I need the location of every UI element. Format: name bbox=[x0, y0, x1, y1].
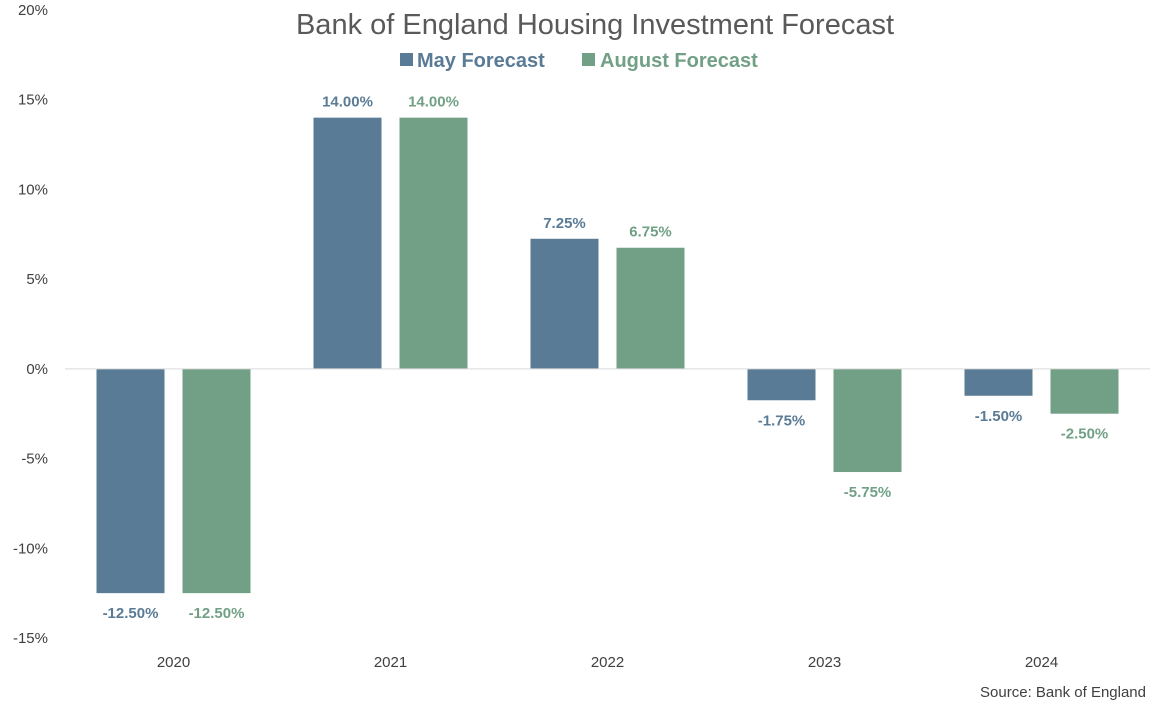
y-tick-label: -5% bbox=[21, 451, 48, 468]
data-label: 14.00% bbox=[408, 94, 459, 111]
data-label: -1.75% bbox=[758, 412, 806, 429]
x-tick-label: 2024 bbox=[1025, 654, 1058, 671]
x-tick-label: 2020 bbox=[157, 654, 190, 671]
y-tick-label: 10% bbox=[18, 181, 48, 198]
x-tick-label: 2023 bbox=[808, 654, 841, 671]
x-axis: 2020 2021 2022 2023 2024 bbox=[157, 654, 1058, 671]
legend-swatch bbox=[400, 53, 413, 66]
source-note: Source: Bank of England bbox=[980, 684, 1146, 701]
data-label: -12.50% bbox=[103, 605, 159, 622]
y-axis: -15% -10% -5% 0% 5% 10% 15% 20% bbox=[13, 2, 48, 647]
x-tick-label: 2022 bbox=[591, 654, 624, 671]
data-label: -5.75% bbox=[844, 484, 892, 501]
bar bbox=[833, 368, 902, 473]
bar bbox=[1050, 368, 1119, 414]
y-tick-label: 0% bbox=[26, 361, 48, 378]
legend-label: August Forecast bbox=[600, 50, 758, 72]
legend: May Forecast August Forecast bbox=[400, 50, 758, 72]
bar bbox=[96, 368, 165, 594]
y-tick-label: -15% bbox=[13, 630, 48, 647]
bar bbox=[182, 368, 251, 594]
y-tick-label: 15% bbox=[18, 92, 48, 109]
data-label: 14.00% bbox=[322, 94, 373, 111]
bar bbox=[964, 368, 1033, 396]
bars bbox=[96, 117, 1119, 594]
data-label: -12.50% bbox=[189, 605, 245, 622]
data-label: -2.50% bbox=[1061, 426, 1109, 443]
x-tick-label: 2021 bbox=[374, 654, 407, 671]
chart-title: Bank of England Housing Investment Forec… bbox=[296, 9, 894, 41]
bar bbox=[616, 247, 685, 369]
bar bbox=[747, 368, 816, 401]
y-tick-label: 5% bbox=[26, 271, 48, 288]
data-label: -1.50% bbox=[975, 408, 1023, 425]
bar bbox=[530, 238, 599, 369]
data-label: 7.25% bbox=[543, 215, 586, 232]
y-tick-label: 20% bbox=[18, 2, 48, 19]
y-tick-label: -10% bbox=[13, 540, 48, 557]
bar bbox=[399, 117, 468, 369]
legend-label: May Forecast bbox=[417, 50, 545, 72]
data-labels: -12.50% -12.50% 14.00% 14.00% 7.25% 6.75% -1.7… bbox=[103, 94, 1109, 622]
bar bbox=[313, 117, 382, 369]
legend-swatch bbox=[582, 53, 595, 66]
data-label: 6.75% bbox=[629, 224, 672, 241]
